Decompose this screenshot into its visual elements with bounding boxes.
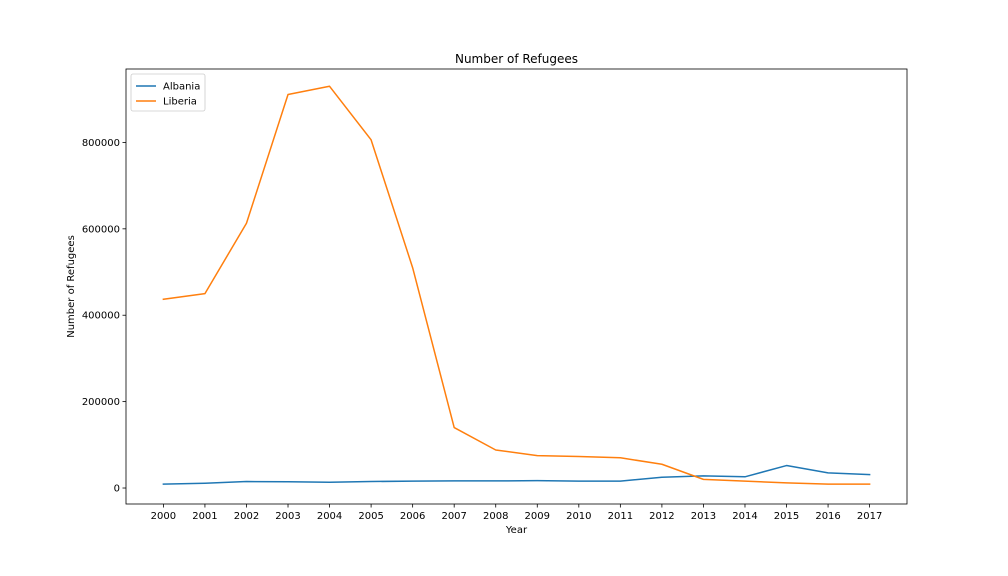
- x-tick-label: 2008: [483, 511, 508, 522]
- y-tick-label: 200000: [82, 397, 120, 408]
- x-tick-label: 2000: [151, 511, 176, 522]
- legend: Albania Liberia: [130, 73, 206, 112]
- chart-title: Number of Refugees: [455, 52, 578, 66]
- x-tick-label: 2012: [649, 511, 674, 522]
- x-axis-ticks: 2000 2001 2002 2003 2004 2005 2006 2007 2008 2009…: [151, 504, 882, 522]
- series-line-liberia: [162, 85, 871, 485]
- x-tick-label: 2001: [192, 511, 217, 522]
- x-tick-label: 2006: [400, 511, 425, 522]
- x-tick-label: 2017: [857, 511, 882, 522]
- x-tick-label: 2010: [566, 511, 591, 522]
- x-tick-label: 2011: [608, 511, 633, 522]
- x-tick-label: 2005: [358, 511, 383, 522]
- x-tick-label: 2007: [441, 511, 466, 522]
- series-line-albania: [162, 464, 871, 485]
- y-tick-label: 800000: [82, 138, 120, 149]
- plot-area: [125, 68, 908, 505]
- y-tick-label: 0: [114, 484, 120, 495]
- legend-label-albania: Albania: [163, 82, 200, 93]
- x-tick-label: 2009: [525, 511, 550, 522]
- x-tick-label: 2015: [774, 511, 799, 522]
- x-tick-label: 2014: [732, 511, 757, 522]
- x-tick-label: 2004: [317, 511, 342, 522]
- x-tick-label: 2013: [691, 511, 716, 522]
- series-lines: [162, 85, 871, 485]
- x-axis-label: Year: [505, 525, 528, 536]
- x-tick-label: 2002: [234, 511, 259, 522]
- legend-label-liberia: Liberia: [163, 97, 197, 108]
- x-tick-label: 2003: [275, 511, 300, 522]
- x-tick-label: 2016: [815, 511, 840, 522]
- y-axis-label: Number of Refugees: [66, 235, 77, 338]
- y-axis-ticks: 0 200000 400000 600000 800000: [82, 138, 126, 495]
- y-tick-label: 600000: [82, 224, 120, 235]
- y-tick-label: 400000: [82, 311, 120, 322]
